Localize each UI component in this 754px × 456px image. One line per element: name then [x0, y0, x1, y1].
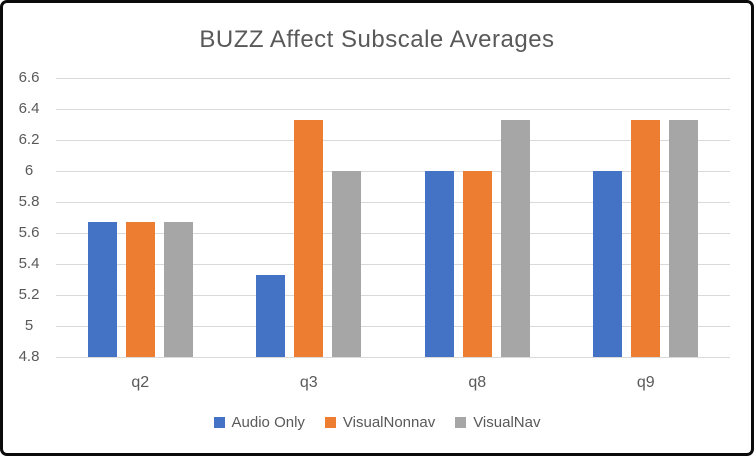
y-axis-tick-label: 4.8 — [18, 348, 40, 365]
bar-visualnonnav-q2 — [125, 222, 155, 357]
gridline-5.6 — [56, 233, 730, 234]
bar-visualnonnav-q8 — [462, 171, 492, 357]
legend-swatch-icon — [213, 417, 225, 428]
x-axis-category-label: q9 — [636, 374, 655, 391]
chart-title: BUZZ Affect Subscale Averages — [199, 26, 555, 53]
y-axis-tick-label: 6 — [24, 162, 34, 179]
bar-visualnonnav-q9 — [631, 119, 661, 357]
bar-visualnav-q9 — [669, 119, 699, 357]
gridline-6 — [56, 171, 730, 172]
gridline-5.4 — [56, 264, 730, 265]
gridline-5.8 — [56, 202, 730, 203]
gridline-6.4 — [56, 109, 730, 110]
bar-visualnav-q2 — [163, 222, 193, 357]
x-axis-category-label: q3 — [299, 374, 318, 391]
chart-legend: Audio Only VisualNonnav VisualNav — [0, 414, 754, 431]
gridline-5.2 — [56, 295, 730, 296]
y-axis-tick-label: 5.8 — [18, 193, 40, 210]
gridline-5 — [56, 326, 730, 327]
gridline-6.2 — [56, 140, 730, 141]
legend-label: VisualNonnav — [342, 414, 436, 431]
legend-label: VisualNav — [473, 414, 541, 431]
bar-audio-only-q2 — [87, 222, 117, 357]
y-axis-tick-label: 5.6 — [18, 224, 40, 241]
legend-swatch-icon — [324, 417, 336, 428]
x-axis-category-label: q2 — [131, 374, 150, 391]
y-axis-tick-label: 5.2 — [18, 286, 40, 303]
gridline-4.8 — [56, 357, 730, 358]
bar-visualnav-q8 — [500, 119, 530, 357]
bar-audio-only-q3 — [256, 274, 286, 357]
bar-audio-only-q8 — [424, 171, 454, 357]
y-axis-tick-label: 5.4 — [18, 255, 40, 272]
gridline-6.6 — [56, 78, 730, 79]
legend-swatch-icon — [455, 417, 467, 428]
x-axis-category-label: q8 — [468, 374, 487, 391]
y-axis-tick-label: 6.4 — [18, 100, 40, 117]
bar-visualnav-q3 — [332, 171, 362, 357]
legend-item-visualnonnav: VisualNonnav — [324, 414, 436, 431]
y-axis-tick-label: 6.2 — [18, 131, 40, 148]
bar-visualnonnav-q3 — [294, 119, 324, 357]
legend-label: Audio Only — [231, 414, 305, 431]
legend-item-audio-only: Audio Only — [213, 414, 305, 431]
y-axis-tick-label: 6.6 — [18, 69, 40, 86]
legend-item-visualnav: VisualNav — [455, 414, 540, 431]
bar-audio-only-q9 — [593, 171, 623, 357]
y-axis-tick-label: 5 — [24, 317, 34, 334]
